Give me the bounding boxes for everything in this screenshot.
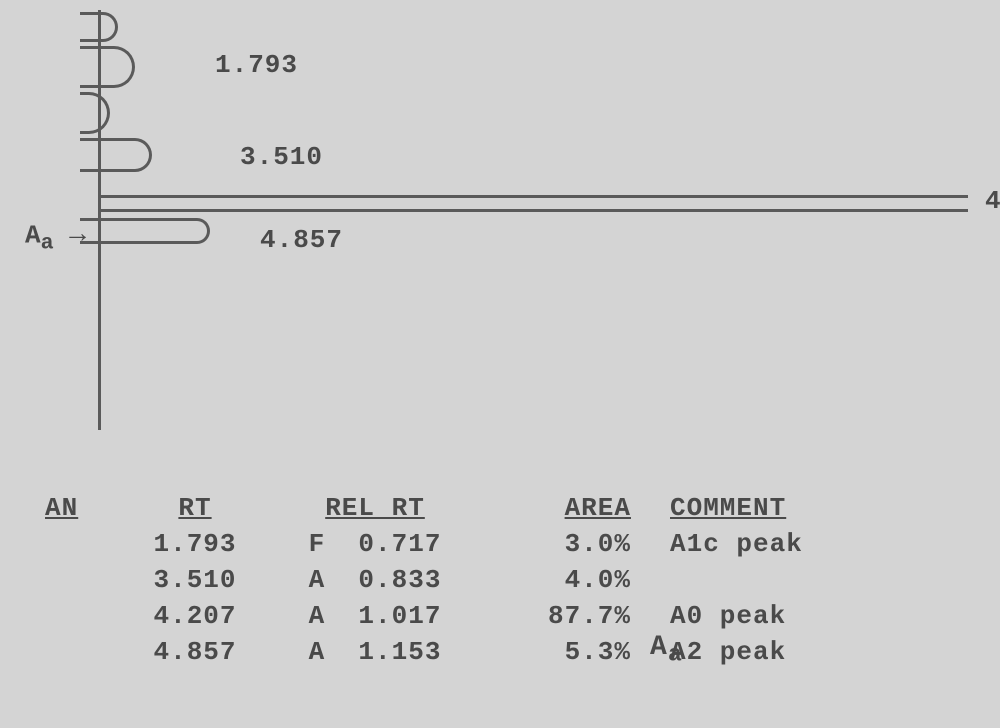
annotation-Aa-inline: Aa (650, 632, 683, 669)
peak-label-major: 4.207 (985, 186, 1000, 216)
peak-label: 3.510 (240, 142, 323, 172)
peak-shape (80, 46, 135, 88)
cell-relrt: A 1.153 (275, 637, 475, 667)
cell-rt: 4.207 (115, 601, 275, 631)
peak-label: 1.793 (215, 50, 298, 80)
trace-squiggle (80, 92, 110, 134)
peak-shape (80, 138, 152, 172)
cell-rt: 1.793 (115, 529, 275, 559)
col-header-comment: COMMENT (645, 493, 895, 523)
arrow-icon: → (69, 220, 86, 251)
table-row: 4.207 A 1.017 87.7% A0 peak (45, 598, 945, 634)
cell-relrt: A 1.017 (275, 601, 475, 631)
col-header-area: AREA (475, 493, 645, 523)
table-header: AN RT REL RT AREA COMMENT (45, 490, 945, 526)
data-table: AN RT REL RT AREA COMMENT 1.793 F 0.717 … (45, 490, 945, 670)
col-header-relrt: REL RT (275, 493, 475, 523)
chromatogram: 1.793 3.510 4.207 4.857 Aa → (80, 10, 980, 430)
table-row: 3.510 A 0.833 4.0% (45, 562, 945, 598)
annotation-text: A (25, 220, 41, 250)
table-row: 1.793 F 0.717 3.0% A1c peak (45, 526, 945, 562)
annotation-sub: a (41, 231, 54, 256)
major-peak-top (98, 195, 968, 198)
trace-squiggle (80, 12, 118, 42)
cell-relrt: A 0.833 (275, 565, 475, 595)
cell-comment: A1c peak (645, 529, 895, 559)
table-row: 4.857 A 1.153 5.3% Aa A2 peak (45, 634, 945, 670)
major-peak-bottom (98, 209, 968, 212)
peak-label: 4.857 (260, 225, 343, 255)
cell-area: 3.0% (475, 529, 645, 559)
baseline-tail (98, 246, 101, 430)
peak-shape (80, 218, 210, 244)
cell-area: 87.7% (475, 601, 645, 631)
page-root: 1.793 3.510 4.207 4.857 Aa → AN RT REL R… (0, 0, 1000, 728)
cell-relrt: F 0.717 (275, 529, 475, 559)
cell-rt: 3.510 (115, 565, 275, 595)
cell-rt: 4.857 (115, 637, 275, 667)
annotation-Aa: Aa → (25, 220, 86, 256)
cell-area: 4.0% (475, 565, 645, 595)
col-header-rt: RT (115, 493, 275, 523)
cell-comment: A0 peak (645, 601, 895, 631)
cell-area: 5.3% (475, 637, 645, 667)
col-header-an: AN (45, 493, 115, 523)
